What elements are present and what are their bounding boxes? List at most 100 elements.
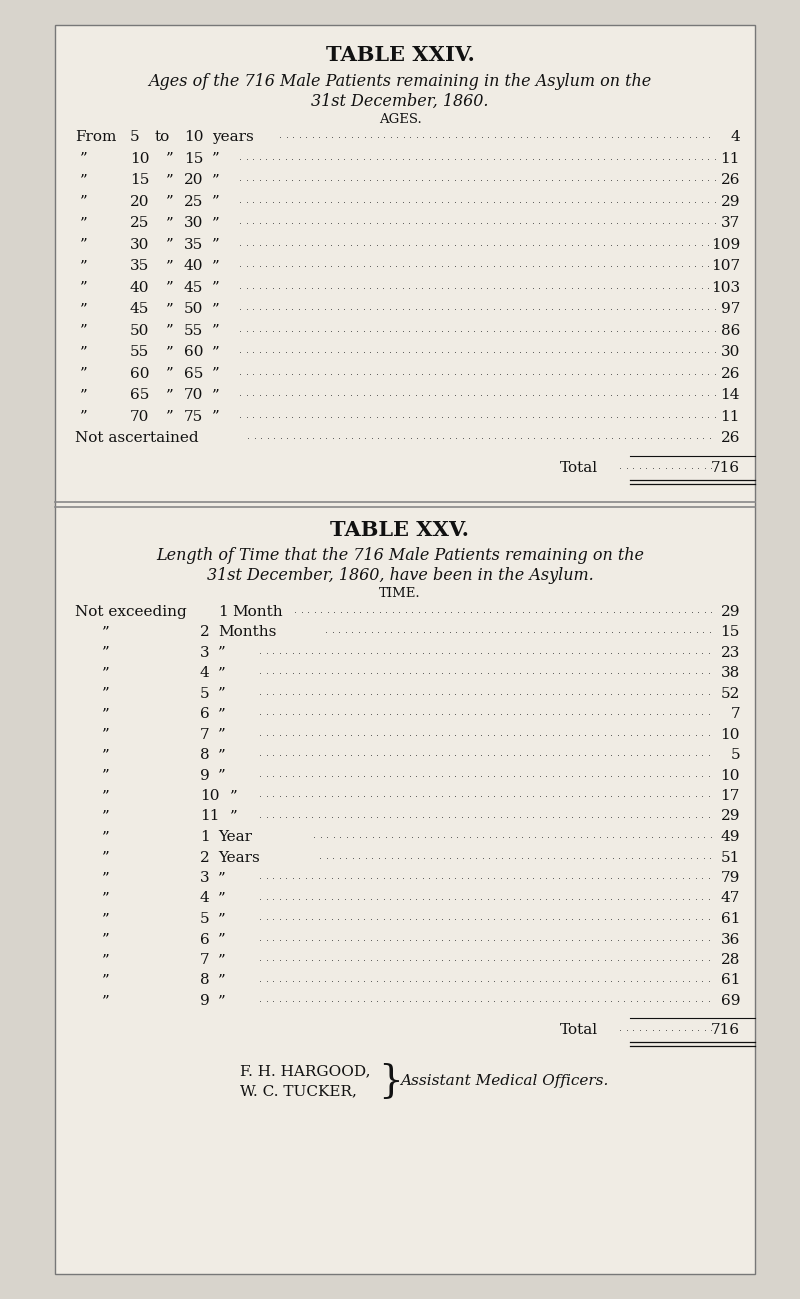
Point bbox=[546, 991, 559, 1012]
Point bbox=[273, 683, 286, 704]
Point bbox=[665, 847, 678, 868]
Point bbox=[494, 662, 507, 683]
Point bbox=[539, 364, 552, 385]
Point bbox=[620, 601, 633, 622]
Point bbox=[306, 765, 318, 786]
Point bbox=[506, 170, 519, 191]
Point bbox=[312, 385, 325, 405]
Point bbox=[546, 950, 559, 970]
Point bbox=[422, 642, 435, 662]
Point bbox=[474, 213, 487, 234]
Point bbox=[293, 765, 306, 786]
Point bbox=[591, 234, 604, 255]
Point bbox=[293, 744, 306, 765]
Point bbox=[520, 320, 533, 340]
Point bbox=[587, 601, 600, 622]
Point bbox=[566, 662, 578, 683]
Point bbox=[585, 950, 598, 970]
Point bbox=[514, 724, 526, 744]
Point bbox=[406, 601, 418, 622]
Point bbox=[696, 950, 709, 970]
Point bbox=[338, 662, 351, 683]
Point bbox=[685, 1020, 698, 1040]
Point bbox=[689, 724, 702, 744]
Text: ”: ” bbox=[218, 769, 226, 782]
Point bbox=[259, 148, 272, 169]
Point bbox=[429, 148, 442, 169]
Point bbox=[514, 786, 526, 807]
Point bbox=[455, 662, 468, 683]
Point bbox=[416, 970, 429, 991]
Point bbox=[657, 642, 670, 662]
Point bbox=[390, 970, 403, 991]
Point bbox=[676, 724, 689, 744]
Point bbox=[529, 826, 542, 847]
Point bbox=[598, 385, 610, 405]
Text: 60: 60 bbox=[184, 346, 203, 359]
Point bbox=[286, 213, 298, 234]
Point bbox=[643, 385, 656, 405]
Point bbox=[494, 126, 507, 147]
Point bbox=[396, 213, 409, 234]
Point bbox=[240, 385, 253, 405]
Point bbox=[650, 320, 662, 340]
Point bbox=[286, 126, 299, 147]
Point bbox=[598, 148, 610, 169]
Text: 47: 47 bbox=[721, 891, 740, 905]
Point bbox=[501, 786, 514, 807]
Point bbox=[318, 662, 331, 683]
Point bbox=[675, 407, 688, 427]
Point bbox=[546, 234, 558, 255]
Point bbox=[378, 847, 391, 868]
Text: ”: ” bbox=[166, 301, 174, 316]
Point bbox=[474, 950, 487, 970]
Point bbox=[294, 427, 306, 448]
Point bbox=[403, 683, 416, 704]
Point bbox=[383, 342, 396, 362]
Point bbox=[325, 970, 338, 991]
Point bbox=[410, 786, 422, 807]
Point bbox=[377, 385, 390, 405]
Point bbox=[273, 970, 286, 991]
Point bbox=[565, 320, 578, 340]
Point bbox=[246, 385, 259, 405]
Point bbox=[539, 320, 552, 340]
Text: 6: 6 bbox=[200, 933, 210, 947]
Point bbox=[702, 277, 714, 297]
Point bbox=[469, 427, 482, 448]
Point bbox=[520, 950, 533, 970]
Point bbox=[370, 724, 383, 744]
Point bbox=[578, 908, 591, 929]
Text: ”: ” bbox=[102, 727, 110, 742]
Point bbox=[339, 847, 352, 868]
Point bbox=[266, 191, 279, 212]
Point bbox=[279, 148, 292, 169]
Text: W. C. TUCKER,: W. C. TUCKER, bbox=[240, 1085, 357, 1099]
Point bbox=[662, 299, 675, 320]
Point bbox=[429, 170, 442, 191]
Point bbox=[442, 385, 454, 405]
Point bbox=[591, 407, 604, 427]
Point bbox=[254, 704, 266, 725]
Point bbox=[509, 847, 522, 868]
Point bbox=[488, 889, 501, 909]
Point bbox=[318, 970, 331, 991]
Point bbox=[437, 622, 450, 643]
Point bbox=[494, 170, 506, 191]
Point bbox=[565, 213, 578, 234]
Point bbox=[521, 427, 534, 448]
Point bbox=[402, 170, 415, 191]
Point bbox=[443, 847, 456, 868]
Point bbox=[318, 642, 331, 662]
Point bbox=[299, 744, 312, 765]
Point bbox=[461, 385, 474, 405]
Point bbox=[402, 320, 415, 340]
Point bbox=[455, 642, 468, 662]
Point bbox=[442, 148, 454, 169]
Point bbox=[559, 744, 572, 765]
Point bbox=[695, 213, 708, 234]
Point bbox=[345, 889, 358, 909]
Point bbox=[513, 256, 526, 277]
Point bbox=[422, 744, 435, 765]
Point bbox=[246, 234, 259, 255]
